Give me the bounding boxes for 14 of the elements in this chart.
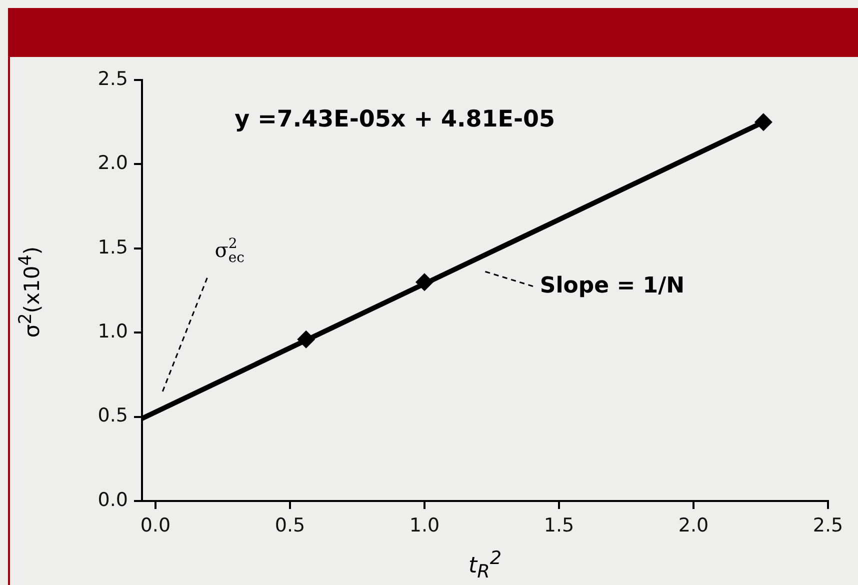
x-tick-label: 2.0	[678, 514, 709, 536]
y-tick-label: 0.5	[98, 404, 128, 427]
y-tick-label: 0.0	[98, 488, 128, 511]
x-tick-label: 1.0	[409, 514, 440, 536]
x-tick-label: 1.5	[544, 514, 574, 536]
x-tick-label: 0.0	[140, 514, 171, 536]
annotation: y =7.43E-05x + 4.81E-05	[234, 106, 556, 132]
x-tick-label: 0.5	[274, 514, 306, 536]
y-tick-label: 1.0	[98, 320, 128, 343]
y-tick-label: 2.0	[98, 152, 128, 174]
y-tick-label: 1.5	[98, 236, 128, 258]
annotation: Slope = 1/N	[540, 274, 685, 299]
x-tick-label: 2.5	[812, 514, 844, 536]
y-tick-label: 2.5	[98, 68, 128, 90]
